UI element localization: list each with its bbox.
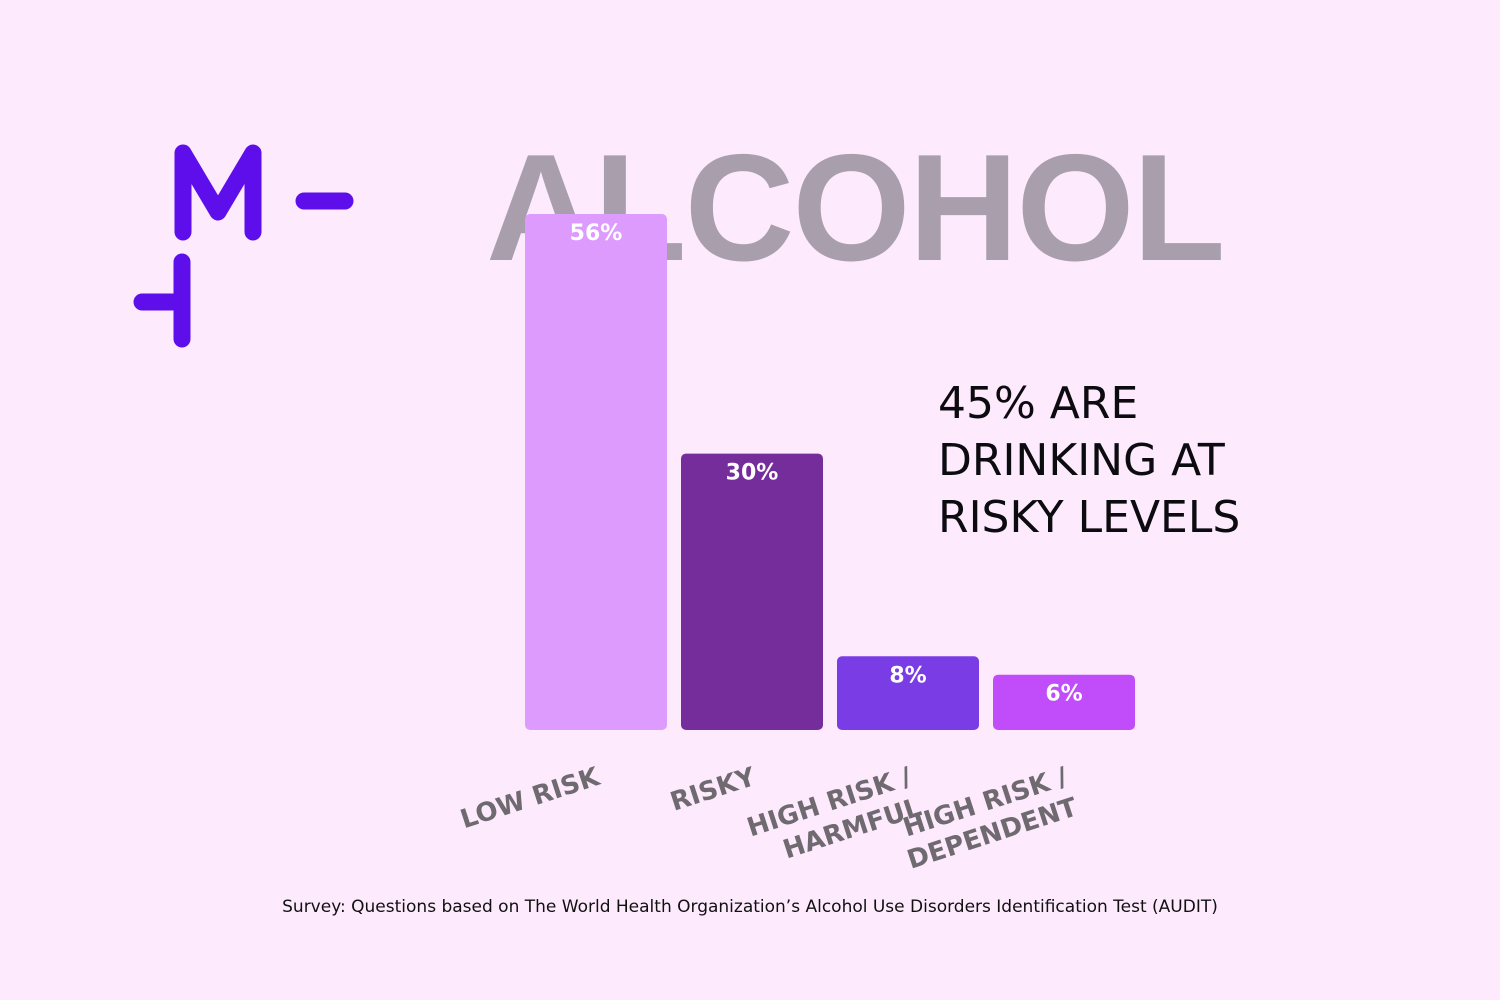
category-label-0-line-0: LOW RISK	[457, 762, 604, 835]
bar-1	[681, 453, 823, 730]
logo-letter-m	[174, 144, 262, 241]
category-label-2: HIGH RISK /HARMFUL	[744, 762, 926, 865]
bar-3	[993, 674, 1135, 730]
bar-value-label-2: 8%	[889, 663, 926, 688]
category-label-3: HIGH RISK /DEPENDENT	[900, 762, 1082, 876]
bar-2	[837, 656, 979, 730]
callout-text: 45% ARE DRINKING AT RISKY LEVELS	[938, 378, 1241, 543]
brand-logo	[133, 144, 354, 348]
category-label-1-line-0: RISKY	[667, 762, 761, 818]
bar-0	[525, 214, 667, 730]
bar-value-label-1: 30%	[726, 461, 779, 486]
bar-value-label-0: 56%	[570, 221, 623, 246]
bar-value-label-3: 6%	[1045, 682, 1082, 707]
survey-footnote: Survey: Questions based on The World Hea…	[282, 897, 1218, 917]
category-label-1: RISKY	[667, 762, 761, 818]
category-label-0: LOW RISK	[457, 762, 604, 835]
